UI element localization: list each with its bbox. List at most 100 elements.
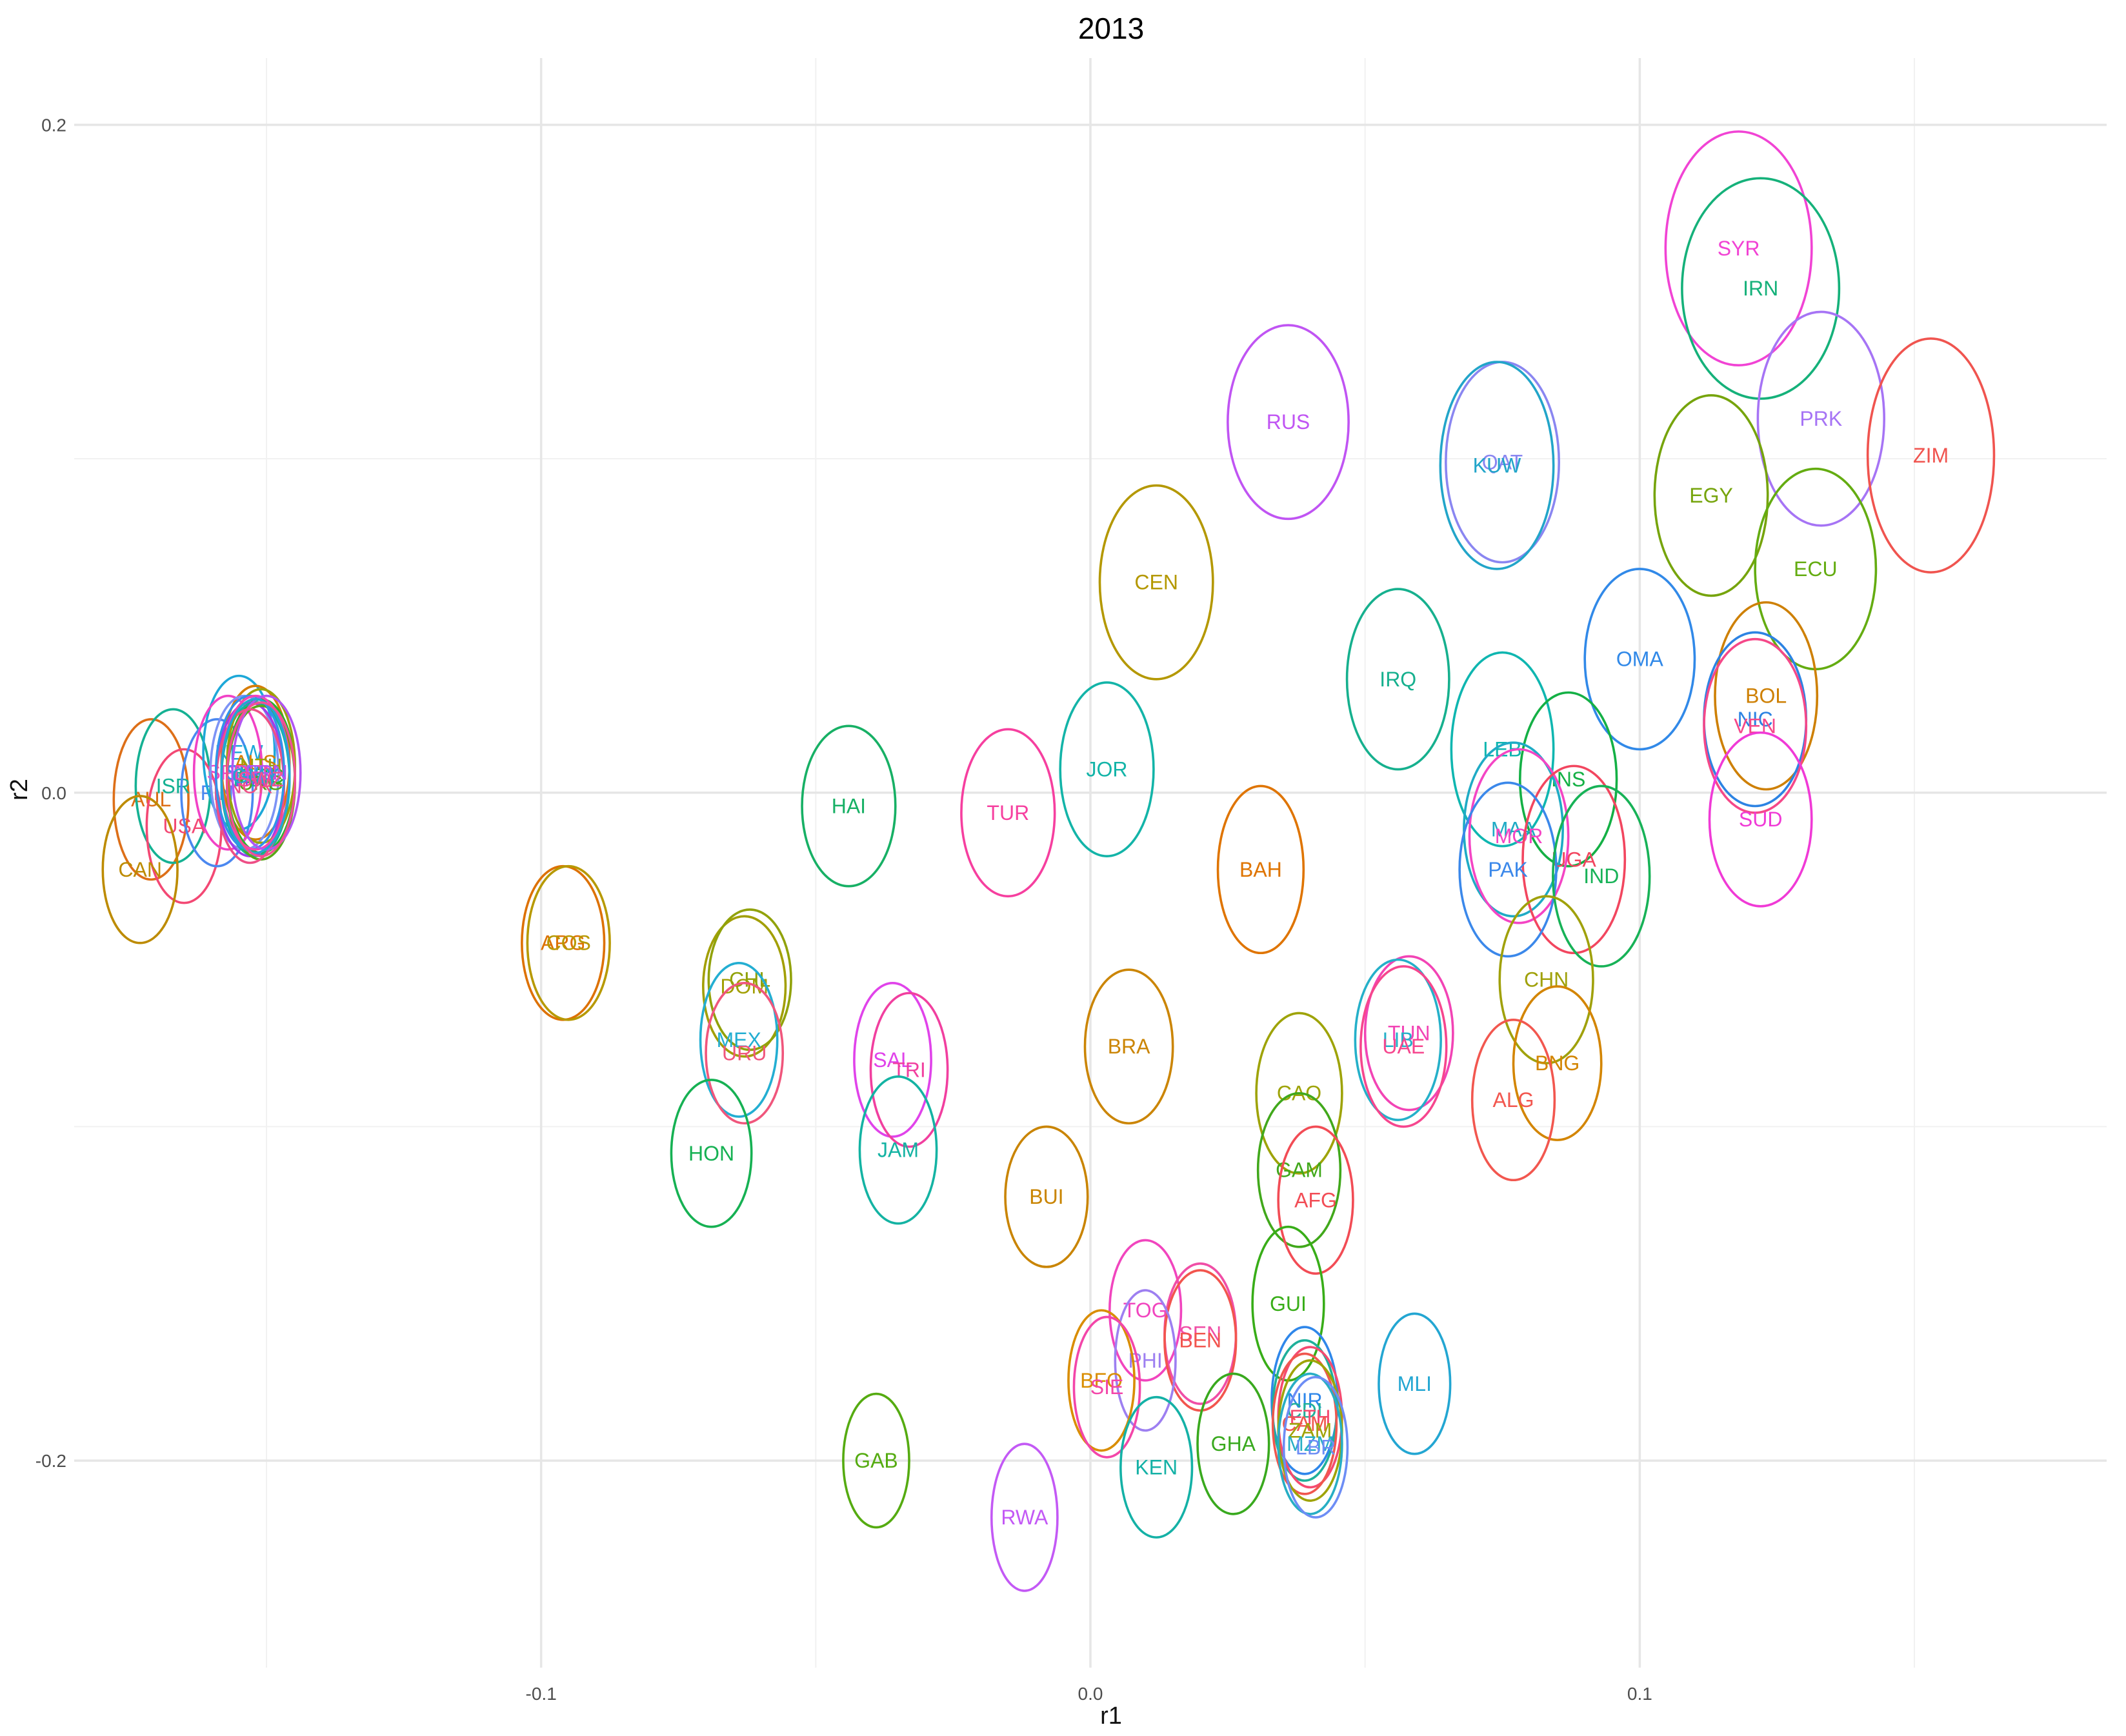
confidence-ellipse [101,795,179,944]
point-label: SUD [1739,808,1783,831]
point-sal: SAL [853,982,932,1138]
point-label: ALG [1493,1088,1534,1112]
point-label: CEN [1134,571,1178,594]
confidence-ellipse [869,992,949,1148]
point-label: BUI [1029,1185,1063,1208]
y-tick-label: -0.2 [35,1451,66,1471]
point-label: ISR [156,774,190,797]
point-label: GAB [854,1449,898,1472]
confidence-ellipse [1470,1018,1556,1182]
point-swz: SWZ [225,701,297,857]
confidence-ellipse [1359,965,1448,1128]
confidence-ellipse [1216,784,1305,955]
confidence-ellipse [1227,324,1350,521]
confidence-ellipse [701,915,787,1058]
point-cen: CEN [1098,484,1214,681]
point-label: KUW [1473,454,1521,477]
confidence-ellipse [842,1392,910,1529]
point-label: BRA [1108,1035,1150,1058]
point-label: POR [233,768,277,791]
confidence-ellipse [1114,1289,1177,1432]
point-label: ITA [235,768,266,791]
confidence-ellipse [1277,1125,1354,1275]
point-label: JAM [877,1139,919,1162]
point-syr: SYR [1664,130,1813,367]
x-tick-label: 0.1 [1627,1684,1652,1704]
point-oma: OMA [1583,568,1696,751]
point-label: SWZ [238,768,284,791]
point-label: BFO [1080,1369,1123,1392]
point-label: KEN [1135,1455,1178,1479]
point-label: NTH [240,754,283,777]
confidence-ellipse [1059,681,1155,857]
x-axis-ticks: -0.1 0.0 0.1 [526,1684,1652,1704]
point-label: URU [722,1042,767,1065]
point-label: ETH [1290,1406,1331,1429]
point-label: DOM [720,975,768,998]
point-label: RUS [1267,410,1310,434]
point-label: NIC [1738,708,1773,731]
confidence-ellipse [1108,1239,1183,1382]
point-label: GRC [238,764,284,788]
confidence-ellipse [1708,731,1813,908]
point-rwa: RWA [990,1442,1059,1592]
point-label: PAK [1488,858,1528,881]
point-phi: PHI [1114,1289,1177,1432]
point-leb: LEB [1450,651,1555,848]
point-dom: DOM [701,915,787,1058]
confidence-ellipse [1512,985,1603,1141]
confidence-ellipse [1703,637,1808,814]
point-label: MAA [1491,818,1536,841]
point-bfo: BFO [1067,1309,1136,1452]
point-gmy: GMY [220,698,291,854]
point-tun: TUN [1363,955,1454,1112]
point-label: TOG [1123,1299,1168,1322]
point-tur: TUR [960,728,1056,898]
confidence-ellipse [1714,601,1819,791]
point-uae: UAE [1359,965,1448,1128]
point-mex: MEX [699,961,779,1118]
point-label: CAM [1281,1412,1327,1435]
confidence-ellipse [112,718,190,881]
confidence-ellipse [1468,748,1570,924]
point-zim: ZIM [1866,337,1996,574]
point-label: ZIM [1913,444,1949,467]
confidence-ellipse [801,724,897,888]
point-jor: JOR [1059,681,1155,857]
point-irq: IRQ [1345,588,1450,771]
point-ken: KEN [1119,1395,1194,1539]
point-hai: HAI [801,724,897,888]
point-gha: GHA [1196,1372,1270,1515]
x-tick-label: 0.0 [1078,1684,1103,1704]
point-mli: MLI [1378,1312,1452,1455]
point-label: SIE [1090,1375,1124,1399]
confidence-ellipse [1255,1012,1343,1175]
point-label: AUS [234,751,277,774]
point-label: UKG [239,771,283,794]
point-label: UGA [1552,848,1597,871]
point-label: JOR [1087,758,1128,781]
point-label: CDI [1287,1399,1322,1422]
point-bra: BRA [1083,968,1174,1125]
point-label: FRN [245,761,288,784]
confidence-ellipse [1072,1315,1141,1459]
point-label: COS [547,932,591,955]
confidence-ellipse [670,1079,753,1228]
point-label: CAN [118,858,162,881]
point-label: RWA [1001,1506,1048,1529]
confidence-ellipse [1277,1372,1343,1515]
point-lbr: LBR [1282,1375,1349,1519]
point-label: DEN [234,761,277,784]
point-cos: COS [526,864,611,1021]
point-label: GUI [1270,1292,1307,1315]
confidence-ellipse [699,961,779,1118]
point-bui: BUI [1004,1125,1089,1268]
confidence-ellipse [526,864,611,1021]
point-label: GMY [232,764,279,788]
confidence-ellipse [853,982,932,1138]
point-label: SAL [873,1048,912,1072]
confidence-ellipse [1363,955,1454,1112]
point-prk: PRK [1756,310,1886,527]
point-label: OMA [1616,648,1664,671]
